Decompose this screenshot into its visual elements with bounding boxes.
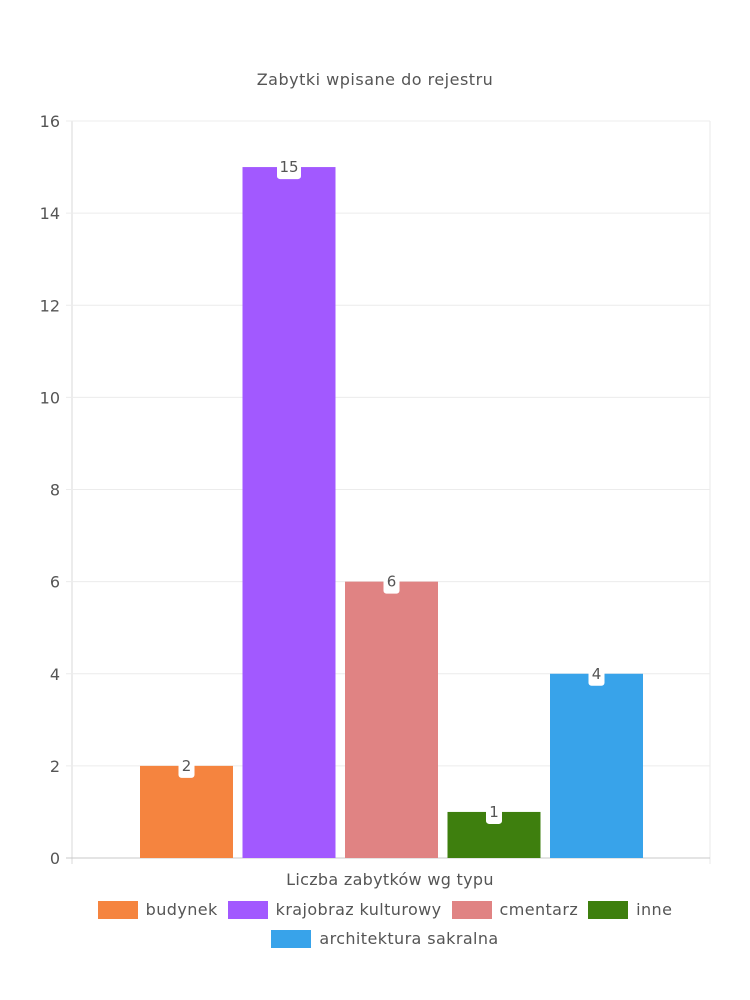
y-tick-label: 4 — [50, 665, 60, 684]
legend-label: inne — [636, 900, 673, 919]
data-label-badge — [277, 157, 301, 180]
bar[interactable] — [242, 167, 336, 858]
legend: budynek krajobraz kulturowy cmentarz inne ar… — [40, 900, 730, 948]
data-labels: 2 15 6 1 4 — [178, 157, 605, 824]
legend-item[interactable]: cmentarz — [451, 900, 579, 919]
legend-item[interactable]: inne — [588, 900, 672, 919]
legend-label: krajobraz kulturowy — [275, 900, 442, 919]
data-label: 4 — [592, 665, 602, 683]
legend-swatch — [227, 900, 268, 919]
y-tick-label: 0 — [50, 849, 60, 868]
bar[interactable] — [550, 673, 643, 858]
legend-swatch — [588, 900, 629, 919]
y-tick-label: 6 — [50, 573, 60, 592]
data-label-badge — [178, 755, 195, 778]
legend-item[interactable]: budynek — [97, 900, 218, 919]
bar[interactable] — [345, 581, 438, 858]
y-tick-label: 16 — [40, 112, 60, 131]
y-tick-label: 14 — [40, 204, 60, 223]
legend-swatch — [97, 900, 138, 919]
legend-item[interactable]: architektura sakralna — [271, 929, 498, 948]
legend-swatch — [271, 929, 312, 948]
y-tick-label: 12 — [40, 296, 60, 315]
data-label-badge — [486, 801, 502, 824]
data-label: 2 — [182, 757, 192, 775]
x-axis-label: Liczba zabytków wg typu — [286, 870, 494, 889]
legend-swatch — [451, 900, 492, 919]
y-tick-label: 10 — [40, 388, 60, 407]
y-tick-label: 2 — [50, 757, 60, 776]
chart-title: Zabytki wpisane do rejestru — [256, 70, 494, 89]
data-label-badge — [588, 663, 605, 686]
data-label: 6 — [387, 573, 397, 591]
data-label: 1 — [489, 803, 499, 821]
bar[interactable] — [140, 765, 233, 858]
legend-label: budynek — [145, 900, 218, 919]
bars — [140, 167, 643, 858]
legend-item[interactable]: krajobraz kulturowy — [227, 900, 442, 919]
data-label-badge — [383, 571, 400, 594]
data-label: 15 — [279, 158, 298, 176]
legend-label: architektura sakralna — [319, 929, 499, 948]
y-tick-label: 8 — [50, 481, 60, 500]
legend-label: cmentarz — [499, 900, 579, 919]
y-axis-ticks: 0 2 4 6 8 10 12 14 16 — [40, 112, 60, 868]
